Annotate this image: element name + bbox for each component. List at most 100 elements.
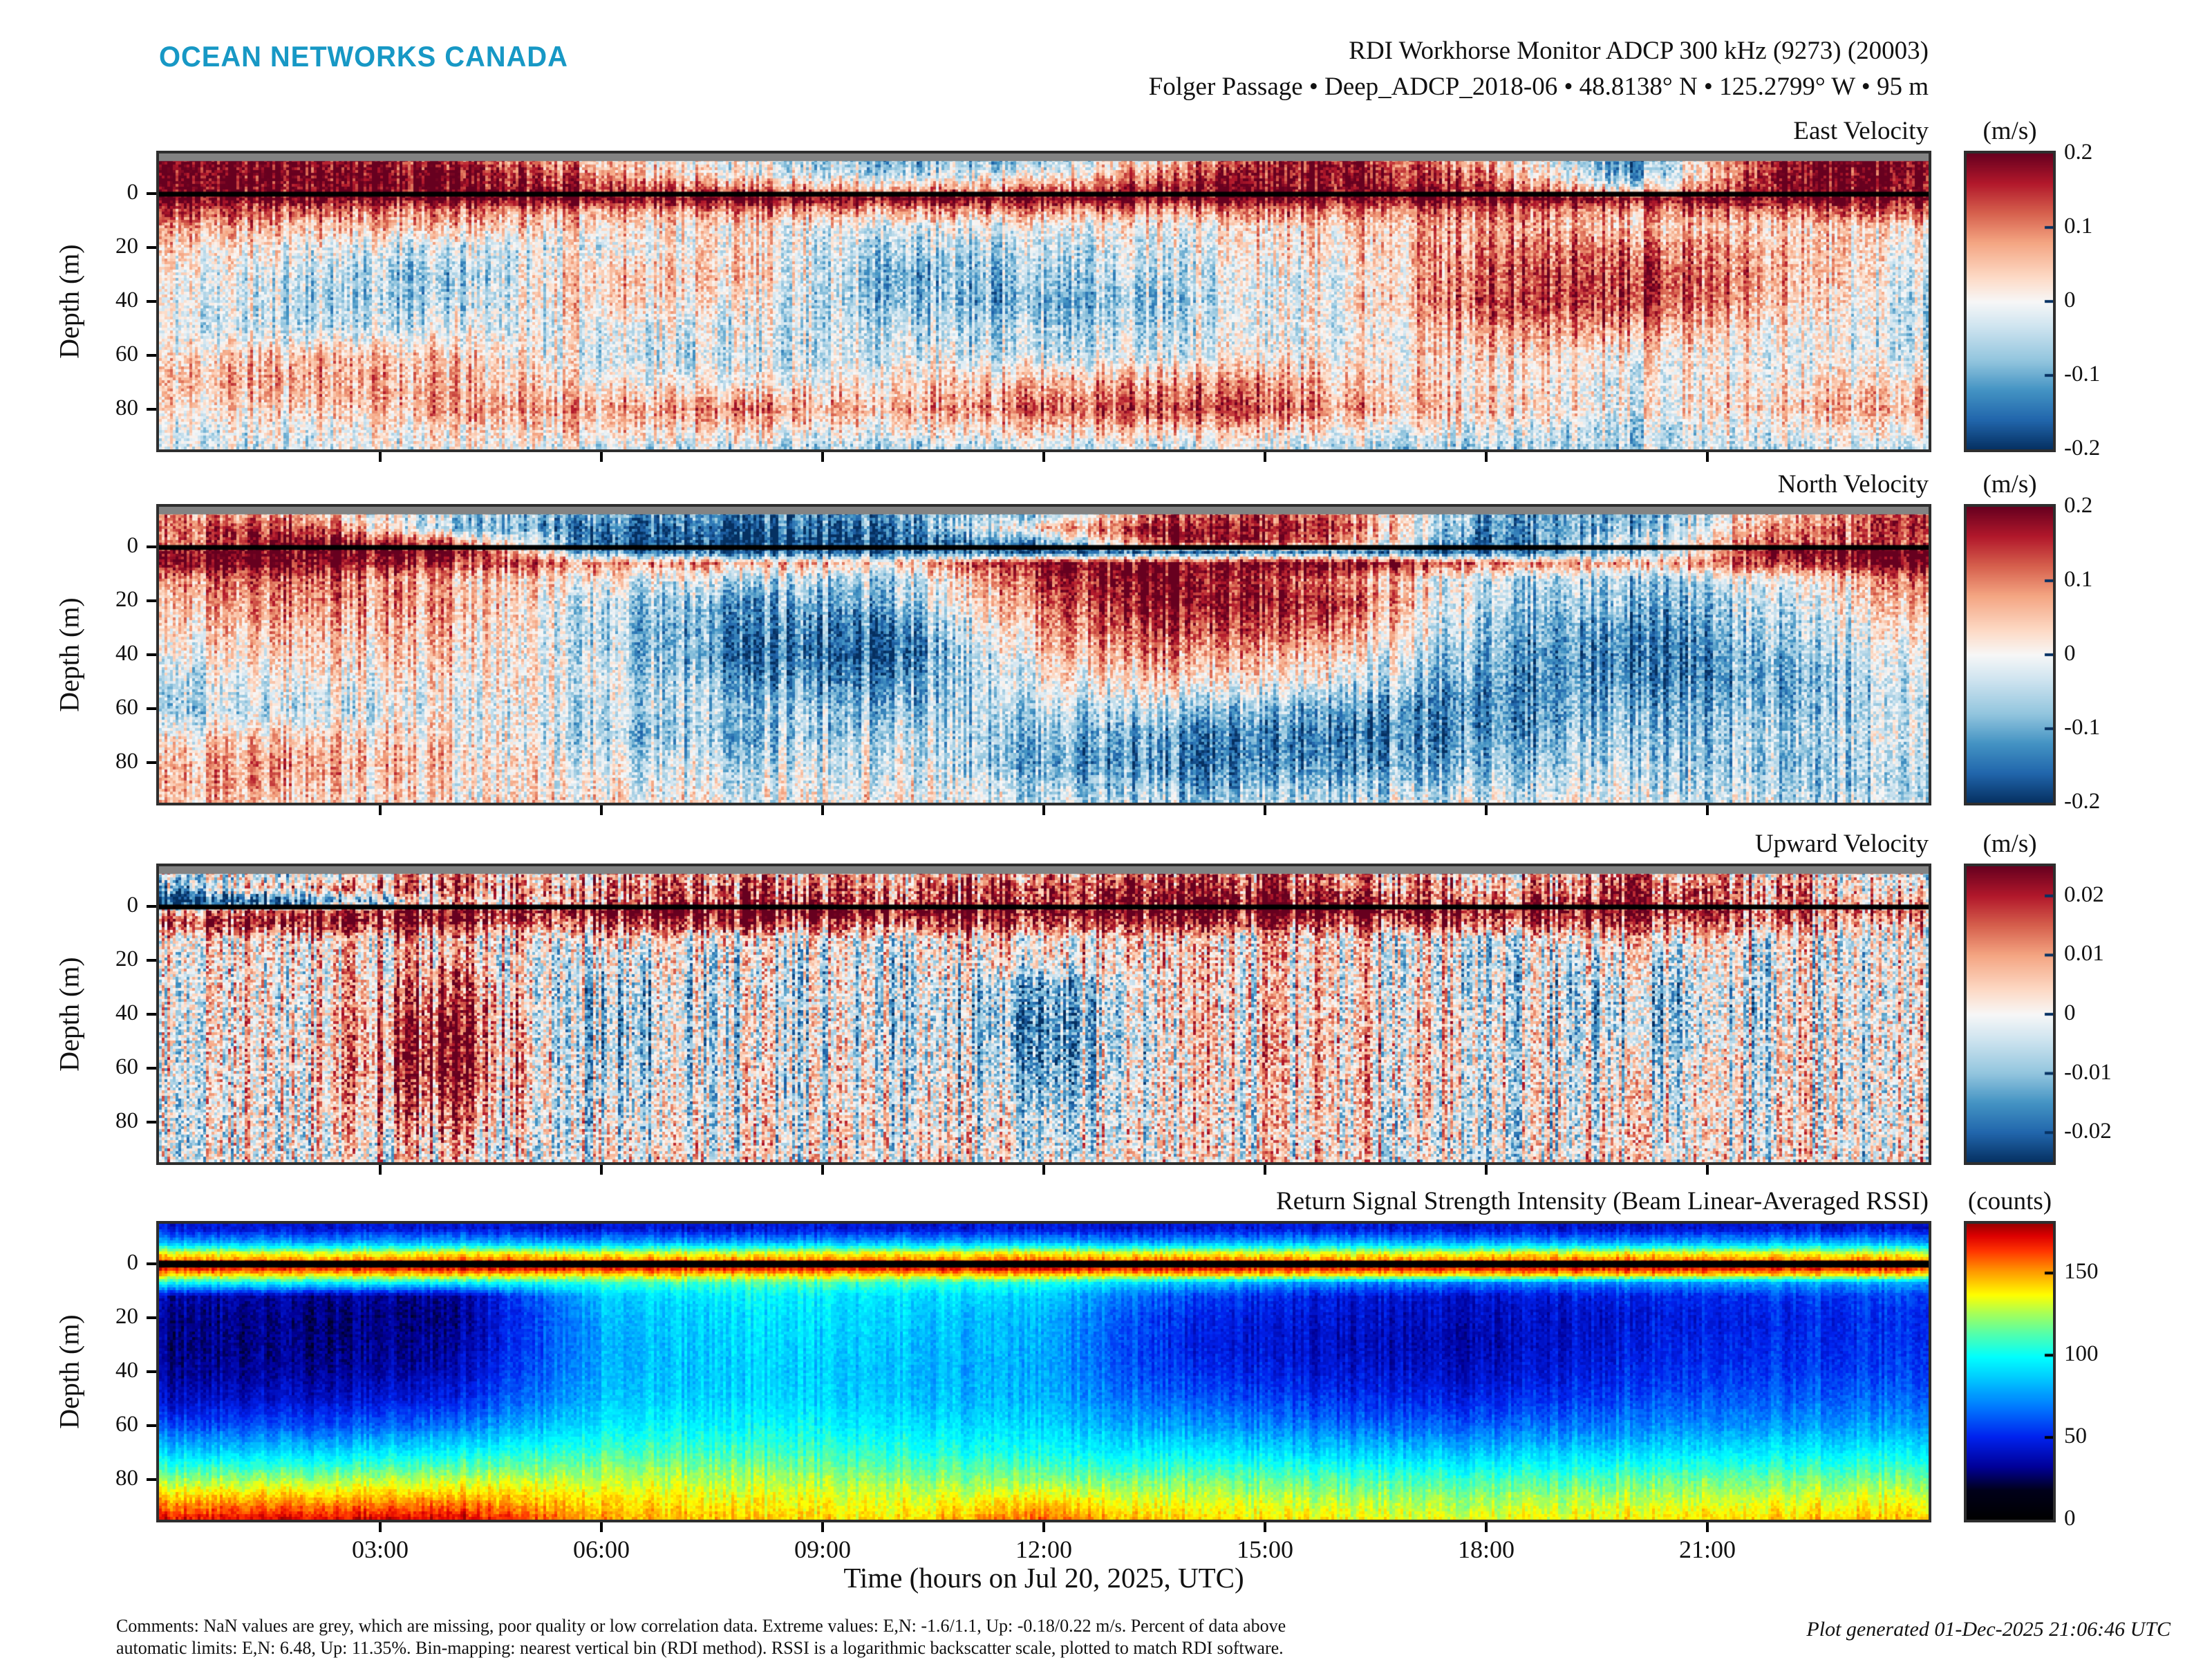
y-tick-upward-velocity-60 xyxy=(147,1066,156,1070)
heatmap-canvas-rssi xyxy=(159,1224,1929,1520)
y-tick-north-velocity-20 xyxy=(147,599,156,603)
y-tick-label-upward-velocity-80: 80 xyxy=(115,1108,138,1133)
plot-generated-timestamp: Plot generated 01-Dec-2025 21:06:46 UTC xyxy=(1806,1618,2171,1641)
y-tick-label-north-velocity-60: 60 xyxy=(115,694,138,720)
y-tick-upward-velocity-20 xyxy=(147,959,156,962)
comments-line-2: automatic limits: E,N: 6.48, Up: 11.35%.… xyxy=(116,1638,1284,1658)
y-tick-east-velocity-20 xyxy=(147,246,156,250)
colorbar-tick-label-rssi-100: 100 xyxy=(2064,1341,2099,1367)
panel-frame-north-velocity xyxy=(156,504,1931,805)
colorbar-units-east-velocity: (m/s) xyxy=(1983,117,2037,145)
y-tick-label-east-velocity-20: 20 xyxy=(115,234,138,259)
x-tick-upward-velocity-12 xyxy=(1042,1165,1045,1175)
x-tick-east-velocity-6 xyxy=(600,452,603,462)
x-tick-upward-velocity-6 xyxy=(600,1165,603,1175)
colorbar-tick-label-east-velocity-0.1: 0.1 xyxy=(2064,214,2093,239)
colorbar-units-upward-velocity: (m/s) xyxy=(1983,830,2037,858)
y-tick-north-velocity-60 xyxy=(147,707,156,710)
colorbar-tick-label-upward-velocity--0.01: -0.01 xyxy=(2064,1059,2112,1085)
y-tick-label-east-velocity-40: 40 xyxy=(115,288,138,313)
colorbar-upward-velocity xyxy=(1967,866,2053,1162)
colorbar-units-rssi: (counts) xyxy=(1967,1187,2052,1215)
x-axis-label: Time (hours on Jul 20, 2025, UTC) xyxy=(843,1562,1244,1594)
colorbar-tick-label-east-velocity--0.2: -0.2 xyxy=(2064,436,2101,460)
y-tick-rssi-80 xyxy=(147,1477,156,1481)
panel-title-north-velocity: North Velocity xyxy=(1777,470,1929,498)
y-tick-label-east-velocity-80: 80 xyxy=(115,395,138,420)
y-tick-label-north-velocity-20: 20 xyxy=(115,587,138,613)
x-tick-rssi-3 xyxy=(379,1522,382,1532)
y-tick-upward-velocity-80 xyxy=(147,1120,156,1123)
y-tick-label-upward-velocity-0: 0 xyxy=(126,893,139,918)
comments-line-1: Comments: NaN values are grey, which are… xyxy=(116,1616,1286,1636)
y-tick-north-velocity-40 xyxy=(147,653,156,656)
y-tick-label-rssi-40: 40 xyxy=(115,1358,138,1383)
y-tick-label-rssi-60: 60 xyxy=(115,1411,138,1437)
y-tick-east-velocity-60 xyxy=(147,353,156,357)
x-tick-east-velocity-12 xyxy=(1042,452,1045,462)
x-tick-rssi-12 xyxy=(1042,1522,1045,1532)
panel-frame-rssi xyxy=(156,1221,1931,1522)
colorbar-frame-rssi xyxy=(1964,1221,2056,1522)
x-tick-north-velocity-18 xyxy=(1485,805,1488,815)
panel-title-east-velocity: East Velocity xyxy=(1793,117,1929,145)
x-tick-upward-velocity-15 xyxy=(1264,1165,1266,1175)
x-tick-north-velocity-21 xyxy=(1706,805,1709,815)
y-axis-label-north-velocity: Depth (m) xyxy=(53,597,85,712)
y-tick-upward-velocity-0 xyxy=(147,905,156,908)
y-axis-label-rssi: Depth (m) xyxy=(53,1314,85,1429)
y-tick-rssi-60 xyxy=(147,1424,156,1427)
y-tick-label-rssi-20: 20 xyxy=(115,1304,138,1330)
y-tick-label-north-velocity-40: 40 xyxy=(115,641,138,666)
y-tick-rssi-40 xyxy=(147,1370,156,1373)
y-axis-label-upward-velocity: Depth (m) xyxy=(53,957,85,1072)
heatmap-canvas-upward-velocity xyxy=(159,866,1929,1162)
plot-subtitle: Folger Passage • Deep_ADCP_2018-06 • 48.… xyxy=(1148,73,1929,101)
x-tick-label-3: 03:00 xyxy=(351,1536,409,1563)
x-tick-east-velocity-9 xyxy=(821,452,824,462)
x-tick-east-velocity-3 xyxy=(379,452,382,462)
colorbar-tick-label-north-velocity-0: 0 xyxy=(2064,641,2076,666)
y-tick-north-velocity-80 xyxy=(147,761,156,764)
colorbar-frame-upward-velocity xyxy=(1964,864,2056,1165)
heatmap-canvas-east-velocity xyxy=(159,153,1929,449)
x-tick-upward-velocity-9 xyxy=(821,1165,824,1175)
x-tick-east-velocity-21 xyxy=(1706,452,1709,462)
y-axis-label-east-velocity: Depth (m) xyxy=(53,244,85,359)
plot-title: RDI Workhorse Monitor ADCP 300 kHz (9273… xyxy=(1349,37,1929,65)
colorbar-tick-label-north-velocity--0.1: -0.1 xyxy=(2064,715,2101,740)
x-tick-rssi-6 xyxy=(600,1522,603,1532)
colorbar-tick-label-upward-velocity-0.02: 0.02 xyxy=(2064,882,2104,907)
x-tick-east-velocity-18 xyxy=(1485,452,1488,462)
colorbar-frame-north-velocity xyxy=(1964,504,2056,805)
x-tick-north-velocity-3 xyxy=(379,805,382,815)
panel-frame-upward-velocity xyxy=(156,864,1931,1165)
x-tick-rssi-18 xyxy=(1485,1522,1488,1532)
x-tick-label-15: 15:00 xyxy=(1236,1536,1293,1563)
y-tick-rssi-0 xyxy=(147,1262,156,1266)
colorbar-frame-east-velocity xyxy=(1964,151,2056,452)
y-tick-label-rssi-80: 80 xyxy=(115,1465,138,1491)
y-tick-rssi-20 xyxy=(147,1316,156,1320)
colorbar-tick-label-north-velocity--0.2: -0.2 xyxy=(2064,789,2101,814)
y-tick-label-upward-velocity-20: 20 xyxy=(115,946,138,972)
x-tick-label-12: 12:00 xyxy=(1015,1536,1072,1563)
y-tick-label-upward-velocity-40: 40 xyxy=(115,1000,138,1025)
colorbar-tick-label-east-velocity--0.1: -0.1 xyxy=(2064,362,2101,386)
x-tick-label-18: 18:00 xyxy=(1457,1536,1515,1563)
x-tick-rssi-9 xyxy=(821,1522,824,1532)
colorbar-rssi xyxy=(1967,1224,2053,1520)
x-tick-north-velocity-15 xyxy=(1264,805,1266,815)
colorbar-tick-label-east-velocity-0.2: 0.2 xyxy=(2064,140,2093,165)
x-tick-rssi-15 xyxy=(1264,1522,1266,1532)
colorbar-tick-label-upward-velocity--0.02: -0.02 xyxy=(2064,1119,2112,1144)
y-tick-label-rssi-0: 0 xyxy=(126,1250,139,1276)
x-tick-north-velocity-12 xyxy=(1042,805,1045,815)
y-tick-east-velocity-0 xyxy=(147,192,156,196)
colorbar-east-velocity xyxy=(1967,153,2053,449)
panel-title-upward-velocity: Upward Velocity xyxy=(1754,830,1929,858)
x-tick-east-velocity-15 xyxy=(1264,452,1266,462)
x-tick-upward-velocity-21 xyxy=(1706,1165,1709,1175)
colorbar-tick-label-north-velocity-0.1: 0.1 xyxy=(2064,567,2093,592)
y-tick-north-velocity-0 xyxy=(147,545,156,549)
